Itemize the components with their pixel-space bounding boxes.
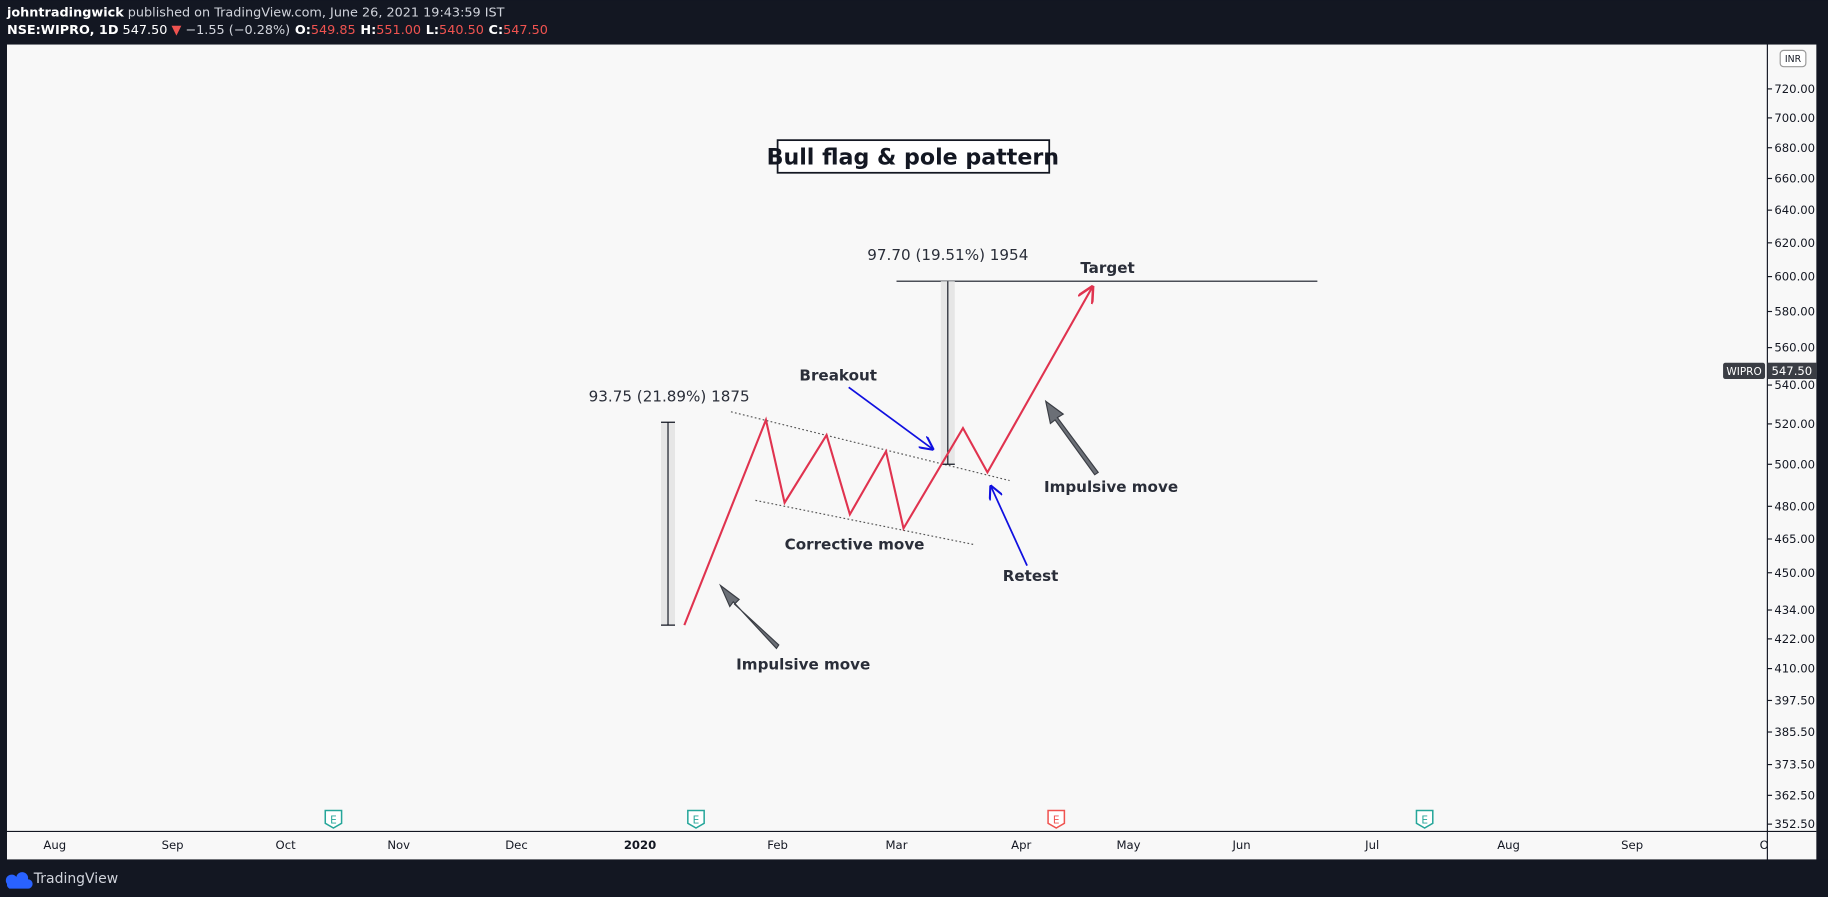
- title: Bull flag & pole pattern: [767, 145, 1059, 171]
- x-tick-label: Jul: [1364, 838, 1379, 852]
- published: published on TradingView.com, June 26, 2…: [128, 6, 505, 21]
- target-measure-label: 97.70 (19.51%) 1954: [867, 246, 1028, 264]
- y-tick-label: 640.00: [1774, 203, 1815, 217]
- time-axis: Aug Sep Oct Nov Dec 2020 Feb Mar Apr May Jun Jul Aug…: [43, 838, 1781, 852]
- price-path: [683, 287, 1092, 626]
- y-tick-label: 362.50: [1774, 788, 1815, 802]
- symbol-tag: [1723, 362, 1766, 380]
- x-tick-label: Nov: [387, 838, 410, 852]
- corrective-label: Corrective move: [785, 535, 925, 553]
- flag-upper-line: [730, 411, 1010, 482]
- chart-area: [6, 44, 1817, 860]
- header-line-2: NSE:WIPRO, 1D 547.50 ▼ −1.55 (−0.28%) O:5…: [7, 23, 548, 38]
- y-tick-label: 520.00: [1774, 417, 1815, 431]
- ohlc: O:549.85 H:551.00 L:540.50 C:547.50: [295, 23, 548, 38]
- brand: TradingView: [33, 871, 118, 887]
- ohlc-value: 547.50: [503, 23, 548, 38]
- target-label: Target: [1080, 259, 1134, 277]
- x-tick-label: Jun: [1231, 838, 1250, 852]
- earnings-label: E: [1421, 814, 1428, 826]
- price-tag-label: 547.50: [1771, 364, 1812, 378]
- ohlc-value: 549.85: [311, 23, 356, 38]
- x-tick-label: Aug: [43, 838, 66, 852]
- change: −1.55 (−0.28%): [185, 23, 290, 38]
- brand-logo: [5, 872, 33, 889]
- retest-label: Retest: [1003, 567, 1059, 585]
- y-tick-label: 352.50: [1774, 817, 1815, 831]
- last-price: 547.50: [123, 23, 168, 38]
- y-tick-label: 434.00: [1774, 603, 1815, 617]
- y-tick-label: 397.50: [1774, 694, 1815, 708]
- y-tick-label: 373.50: [1774, 758, 1815, 772]
- pole-measure-line: [661, 421, 676, 626]
- target-measure-line: [940, 281, 955, 465]
- y-tick-label: 720.00: [1774, 82, 1815, 96]
- breakout-label: Breakout: [799, 366, 877, 384]
- impulse-arrow-lower: [719, 583, 780, 650]
- ohlc-label: H:: [360, 23, 376, 38]
- earnings-marker: [1047, 809, 1066, 829]
- y-tick-label: 660.00: [1774, 172, 1815, 186]
- direction: ▼: [171, 23, 181, 38]
- y-tick-label: 500.00: [1774, 457, 1815, 471]
- ohlc-label: C:: [489, 23, 504, 38]
- flag-lower-line: [755, 499, 975, 546]
- symbol-tag-label: WIPRO: [1726, 366, 1761, 378]
- x-tick-label: 2020: [624, 838, 656, 852]
- currency-box[interactable]: [1779, 49, 1807, 68]
- ohlc-label: O:: [295, 23, 311, 38]
- y-tick-label: 465.00: [1774, 532, 1815, 546]
- earnings-marker: [1415, 809, 1434, 829]
- y-tick-label: 480.00: [1774, 499, 1815, 513]
- y-tick-label: 600.00: [1774, 270, 1815, 284]
- y-tick-label: 580.00: [1774, 305, 1815, 319]
- ohlc-label: L:: [426, 23, 439, 38]
- earnings-marker: [687, 809, 705, 829]
- x-tick-label: Feb: [767, 838, 788, 852]
- impulse-label-upper: Impulsive move: [1044, 478, 1178, 496]
- x-tick-label: Mar: [886, 838, 908, 852]
- footer: [0, 859, 1828, 897]
- x-tick-label: Dec: [505, 838, 528, 852]
- y-tick-label: 620.00: [1774, 236, 1815, 250]
- earnings-label: E: [693, 814, 700, 826]
- retest-arrow: [991, 486, 1028, 567]
- y-tick-label: 450.00: [1774, 566, 1815, 580]
- y-tick-label: 680.00: [1774, 141, 1815, 155]
- y-tick-label: 410.00: [1774, 662, 1815, 676]
- x-tick-label: Oct: [1760, 838, 1781, 852]
- x-tick-label: Apr: [1011, 838, 1031, 852]
- title-box: [776, 139, 1051, 174]
- impulse-arrow-upper: [1044, 399, 1100, 476]
- x-tick-label: May: [1116, 838, 1140, 852]
- earnings-label: E: [1053, 814, 1060, 826]
- y-tick-label: 422.00: [1774, 632, 1815, 646]
- pole-measure-label: 93.75 (21.89%) 1875: [589, 387, 750, 405]
- y-tick-label: 700.00: [1774, 111, 1815, 125]
- x-tick-label: Sep: [162, 838, 184, 852]
- ohlc-value: 540.50: [439, 23, 484, 38]
- author: johntradingwick: [6, 6, 124, 21]
- x-tick-label: Sep: [1621, 838, 1643, 852]
- symbol: NSE:WIPRO, 1D: [7, 23, 118, 38]
- breakout-arrow: [848, 386, 933, 449]
- earnings-label: E: [330, 814, 337, 826]
- y-tick-label: 540.00: [1774, 378, 1815, 392]
- header-line-1: johntradingwick published on TradingView…: [6, 6, 505, 21]
- price-tag: [1767, 362, 1817, 380]
- x-tick-label: Oct: [276, 838, 297, 852]
- currency: INR: [1785, 54, 1802, 65]
- ohlc-value: 551.00: [376, 23, 421, 38]
- impulse-label-lower: Impulsive move: [736, 655, 870, 673]
- x-tick-label: Aug: [1497, 838, 1520, 852]
- y-tick-label: 560.00: [1774, 341, 1815, 355]
- y-tick-label: 385.50: [1774, 725, 1815, 739]
- earnings-marker: [324, 809, 343, 829]
